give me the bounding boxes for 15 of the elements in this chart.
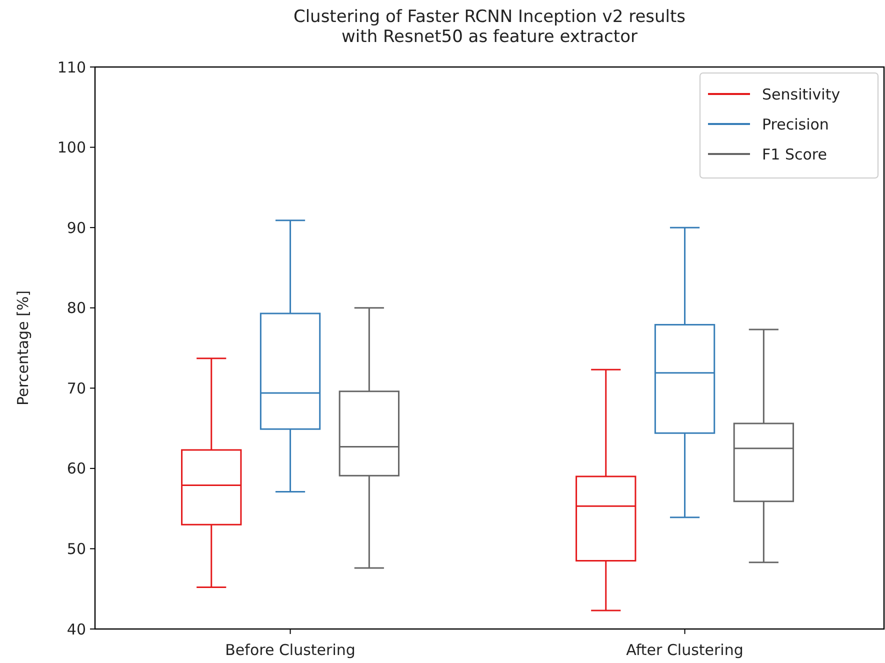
y-tick-label: 40 xyxy=(66,620,86,638)
y-tick-label: 70 xyxy=(66,379,86,398)
y-tick-label: 90 xyxy=(66,218,86,237)
x-tick-label: Before Clustering xyxy=(225,641,356,659)
legend-label: Sensitivity xyxy=(762,85,840,104)
y-tick-label: 100 xyxy=(57,138,86,157)
legend-label: F1 Score xyxy=(762,145,827,164)
y-axis-title: Percentage [%] xyxy=(14,290,32,406)
y-tick-label: 110 xyxy=(57,58,86,76)
y-tick-label: 80 xyxy=(66,299,86,318)
chart-title: Clustering of Faster RCNN Inception v2 results with Resnet50 as feature extractor xyxy=(293,7,686,47)
legend-label: Precision xyxy=(762,115,829,134)
x-tick-label: After Clustering xyxy=(626,641,744,659)
y-tick-label: 60 xyxy=(66,460,86,478)
y-tick-label: 50 xyxy=(66,540,86,558)
